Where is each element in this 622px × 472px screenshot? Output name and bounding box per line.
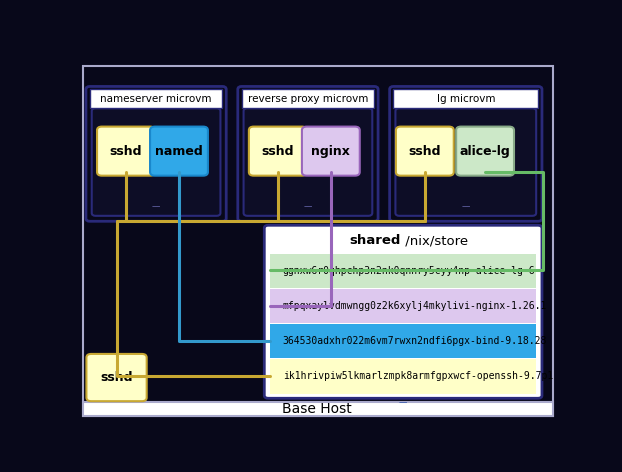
Text: named: named — [155, 144, 203, 158]
FancyBboxPatch shape — [389, 86, 542, 221]
FancyBboxPatch shape — [264, 225, 542, 398]
FancyBboxPatch shape — [86, 86, 226, 221]
Text: Base Host: Base Host — [282, 402, 352, 416]
Text: —: — — [152, 202, 160, 211]
FancyBboxPatch shape — [83, 402, 552, 416]
Text: /nix/store: /nix/store — [401, 234, 468, 247]
FancyBboxPatch shape — [244, 108, 373, 216]
FancyBboxPatch shape — [90, 89, 223, 108]
FancyBboxPatch shape — [270, 289, 536, 323]
Text: —: — — [462, 202, 470, 211]
FancyBboxPatch shape — [249, 126, 307, 176]
Text: ik1hrivpiw5lkmarlzmpk8armfgpxwcf-openssh-9.7p1: ik1hrivpiw5lkmarlzmpk8armfgpxwcf-openssh… — [282, 371, 553, 381]
FancyBboxPatch shape — [97, 126, 155, 176]
FancyBboxPatch shape — [242, 89, 374, 108]
FancyBboxPatch shape — [394, 89, 538, 108]
FancyBboxPatch shape — [238, 86, 378, 221]
Text: —: — — [399, 398, 407, 407]
FancyBboxPatch shape — [396, 126, 454, 176]
Text: alice-lg: alice-lg — [460, 144, 511, 158]
FancyBboxPatch shape — [83, 66, 552, 416]
FancyBboxPatch shape — [270, 324, 536, 358]
FancyBboxPatch shape — [150, 126, 208, 176]
FancyBboxPatch shape — [270, 254, 536, 288]
Text: —: — — [304, 202, 312, 211]
FancyBboxPatch shape — [396, 108, 536, 216]
Text: sshd: sshd — [100, 371, 133, 384]
Text: sshd: sshd — [109, 144, 142, 158]
Text: lg microvm: lg microvm — [437, 94, 495, 104]
FancyBboxPatch shape — [456, 126, 514, 176]
FancyBboxPatch shape — [302, 126, 360, 176]
Text: sshd: sshd — [409, 144, 441, 158]
Text: mfpqxaylvdmwngg0z2k6xylj4mkylivi-nginx-1.26.1: mfpqxaylvdmwngg0z2k6xylj4mkylivi-nginx-1… — [282, 301, 547, 311]
Text: shared: shared — [350, 234, 401, 247]
Text: nameserver microvm: nameserver microvm — [100, 94, 212, 104]
Text: 364530adxhr022m6vm7rwxn2ndfi6pgx-bind-9.18.28: 364530adxhr022m6vm7rwxn2ndfi6pgx-bind-9.… — [282, 336, 547, 346]
Text: nginx: nginx — [312, 144, 350, 158]
Text: ggnxw6r0qhpchp3n2nk0qnnry5cyy4np-alice-lg-6: ggnxw6r0qhpchp3n2nk0qnnry5cyy4np-alice-l… — [282, 266, 536, 276]
FancyBboxPatch shape — [91, 108, 220, 216]
FancyBboxPatch shape — [270, 360, 536, 394]
FancyBboxPatch shape — [86, 354, 147, 401]
Text: reverse proxy microvm: reverse proxy microvm — [248, 94, 368, 104]
Text: sshd: sshd — [261, 144, 294, 158]
